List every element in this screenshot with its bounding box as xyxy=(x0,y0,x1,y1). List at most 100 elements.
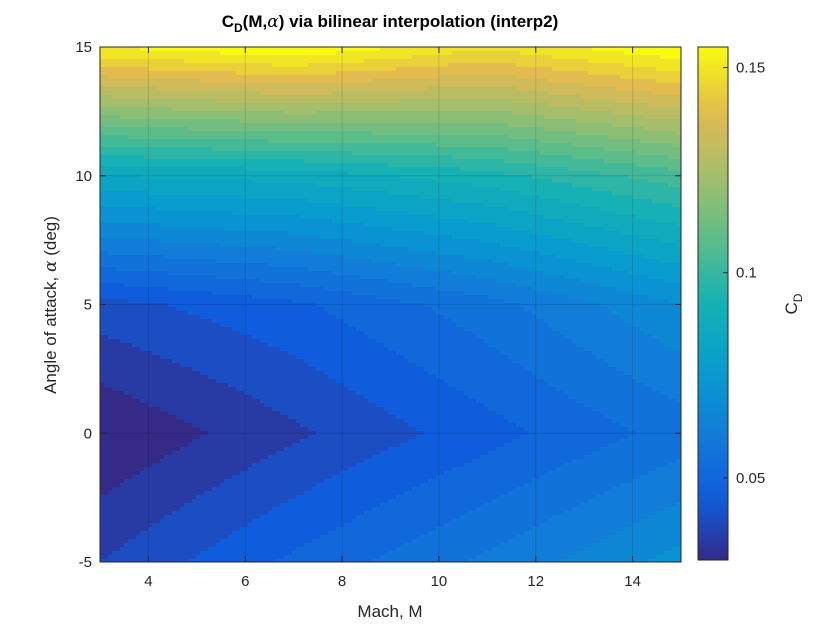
contour-cell xyxy=(572,159,577,164)
contour-cell xyxy=(344,71,349,76)
contour-cell xyxy=(592,159,597,164)
contour-cell xyxy=(520,147,525,152)
contour-cell xyxy=(644,55,649,60)
contour-cell xyxy=(208,131,213,136)
contour-cell xyxy=(156,183,161,188)
contour-cell xyxy=(232,55,237,60)
contour-cell xyxy=(624,79,629,84)
contour-cell xyxy=(452,91,457,96)
contour-cell xyxy=(204,163,209,168)
contour-cell xyxy=(252,51,257,56)
contour-cell xyxy=(136,167,141,172)
contour-cell xyxy=(180,95,185,100)
contour-cell xyxy=(588,115,593,120)
contour-cell xyxy=(452,79,457,84)
contour-cell xyxy=(116,99,121,104)
contour-cell xyxy=(112,171,117,176)
contour-cell xyxy=(440,167,445,172)
contour-cell xyxy=(456,115,461,120)
contour-cell xyxy=(140,59,145,64)
contour-cell xyxy=(224,103,229,108)
contour-cell xyxy=(152,151,157,156)
contour-cell xyxy=(452,151,457,156)
contour-cell xyxy=(428,111,433,116)
contour-cell xyxy=(292,75,297,80)
contour-cell xyxy=(212,179,217,184)
contour-cell xyxy=(496,159,501,164)
contour-cell xyxy=(252,95,257,100)
contour-cell xyxy=(424,63,429,68)
contour-cell xyxy=(316,111,321,116)
contour-cell xyxy=(408,131,413,136)
contour-cell xyxy=(576,87,581,92)
contour-cell xyxy=(596,67,601,72)
contour-cell xyxy=(648,159,653,164)
contour-cell xyxy=(516,87,521,92)
contour-cell xyxy=(256,95,261,100)
contour-cell xyxy=(544,147,549,152)
contour-cell xyxy=(260,59,265,64)
contour-cell xyxy=(584,119,589,124)
contour-cell xyxy=(272,115,277,120)
contour-cell xyxy=(344,151,349,156)
contour-cell xyxy=(312,79,317,84)
contour-cell xyxy=(644,83,649,88)
contour-cell xyxy=(260,111,265,116)
contour-cell xyxy=(332,151,337,156)
contour-cell xyxy=(252,135,257,140)
contour-cell xyxy=(288,131,293,136)
contour-cell xyxy=(508,127,513,132)
contour-cell xyxy=(104,147,109,152)
contour-cell xyxy=(160,115,165,120)
contour-cell xyxy=(628,131,633,136)
contour-cell xyxy=(624,59,629,64)
contour-cell xyxy=(540,75,545,80)
contour-cell xyxy=(592,155,597,160)
contour-cell xyxy=(204,127,209,132)
contour-cell xyxy=(328,95,333,100)
contour-cell xyxy=(488,67,493,72)
contour-cell xyxy=(412,55,417,60)
contour-cell xyxy=(352,115,357,120)
contour-cell xyxy=(112,183,117,188)
contour-cell xyxy=(380,75,385,80)
contour-cell xyxy=(548,115,553,120)
contour-cell xyxy=(396,91,401,96)
contour-cell xyxy=(572,51,577,56)
contour-cell xyxy=(260,143,265,148)
contour-cell xyxy=(356,147,361,152)
contour-cell xyxy=(428,131,433,136)
contour-cell xyxy=(584,131,589,136)
contour-cell xyxy=(204,183,209,188)
contour-cell xyxy=(536,127,541,132)
contour-cell xyxy=(324,75,329,80)
contour-cell xyxy=(512,179,517,184)
contour-cell xyxy=(592,95,597,100)
contour-cell xyxy=(224,91,229,96)
contour-cell xyxy=(544,63,549,68)
contour-cell xyxy=(108,103,113,108)
contour-cell xyxy=(236,167,241,172)
contour-cell xyxy=(604,163,609,168)
contour-cell xyxy=(192,171,197,176)
contour-cell xyxy=(636,139,641,144)
contour-cell xyxy=(652,159,657,164)
contour-cell xyxy=(336,87,341,92)
contour-cell xyxy=(240,59,245,64)
contour-cell xyxy=(168,63,173,68)
contour-cell xyxy=(112,107,117,112)
contour-cell xyxy=(276,95,281,100)
contour-cell xyxy=(392,143,397,148)
contour-cell xyxy=(136,83,141,88)
contour-cell xyxy=(492,91,497,96)
contour-cell xyxy=(404,115,409,120)
contour-cell xyxy=(136,59,141,64)
contour-cell xyxy=(404,51,409,56)
contour-cell xyxy=(144,107,149,112)
contour-cell xyxy=(320,155,325,160)
contour-cell xyxy=(468,99,473,104)
contour-cell xyxy=(424,151,429,156)
contour-cell xyxy=(440,163,445,168)
contour-cell xyxy=(472,51,477,56)
contour-cell xyxy=(448,139,453,144)
